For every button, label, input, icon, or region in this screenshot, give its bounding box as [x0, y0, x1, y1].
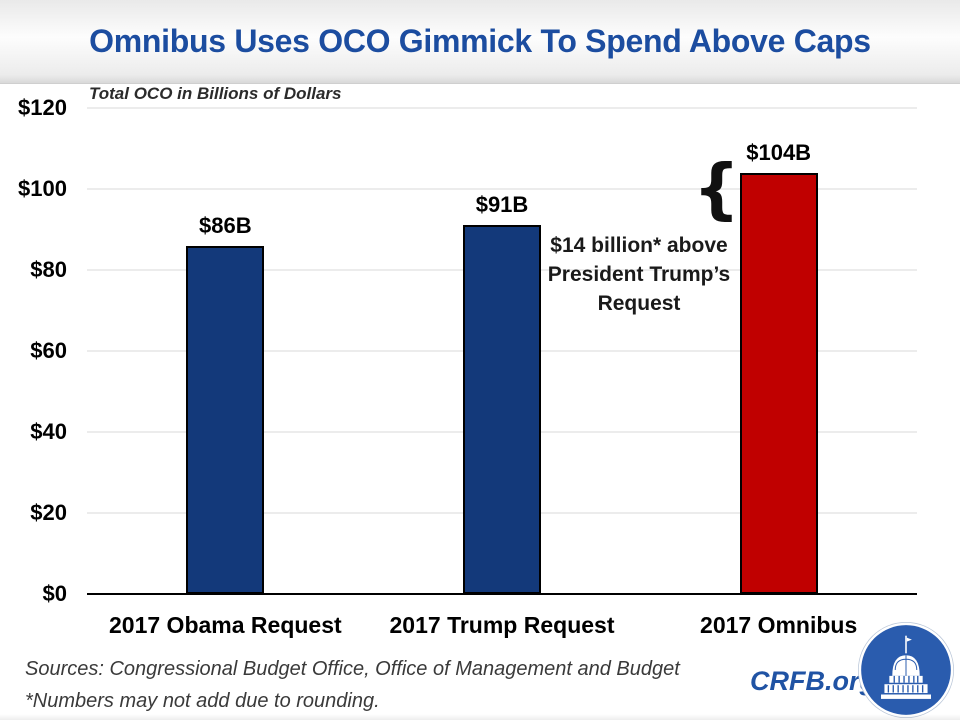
annotation-line-3: Request	[597, 292, 681, 315]
bar-2	[463, 225, 541, 594]
y-tick-label: $40	[30, 419, 67, 445]
chart-subtitle: Total OCO in Billions of Dollars	[89, 84, 342, 103]
bar-1	[186, 245, 265, 594]
curly-brace-annotation: {	[693, 150, 740, 227]
y-tick-label: $120	[18, 95, 67, 120]
annotation-line-2: President Trump’s	[547, 263, 731, 286]
gridline	[87, 188, 917, 190]
chart-title: Omnibus Uses OCO Gimmick To Spend Above …	[89, 23, 871, 59]
crfb-brand-text: CRFB.org	[750, 666, 876, 696]
y-tick-label: $80	[30, 257, 67, 283]
rounding-note: *Numbers may not add due to rounding.	[25, 690, 380, 712]
x-tick-label: 2017 Trump Request	[389, 612, 615, 638]
plot-area: $0 $20 $40 $60 $80 $100 $120 $86B $91B $104B	[18, 95, 917, 606]
title-banner: Omnibus Uses OCO Gimmick To Spend Above …	[0, 0, 960, 84]
bar-value-label: $91B	[475, 192, 529, 218]
bar-value-label: $86B	[199, 212, 252, 238]
gridline	[87, 107, 917, 109]
x-tick-label: 2017 Omnibus	[700, 612, 858, 638]
page-bottom-shadow	[0, 714, 960, 720]
y-tick-label: $20	[30, 500, 67, 526]
y-tick-label: $60	[30, 338, 67, 363]
y-tick-label: $100	[18, 176, 67, 201]
difference-annotation: $14 billion* above President Trump’s Req…	[535, 231, 743, 318]
y-tick-label: $0	[42, 581, 67, 606]
bar-3	[739, 172, 818, 594]
sources-text: Sources: Congressional Budget Office, Of…	[25, 658, 680, 680]
capitol-building-icon	[857, 621, 955, 719]
bar-value-label: $104B	[746, 139, 812, 165]
x-axis-labels: 2017 Obama Request 2017 Trump Request 2017…	[87, 612, 917, 644]
annotation-line-1: $14 billion* above	[550, 234, 728, 257]
x-tick-label: 2017 Obama Request	[108, 612, 342, 638]
x-axis-line	[87, 593, 917, 595]
